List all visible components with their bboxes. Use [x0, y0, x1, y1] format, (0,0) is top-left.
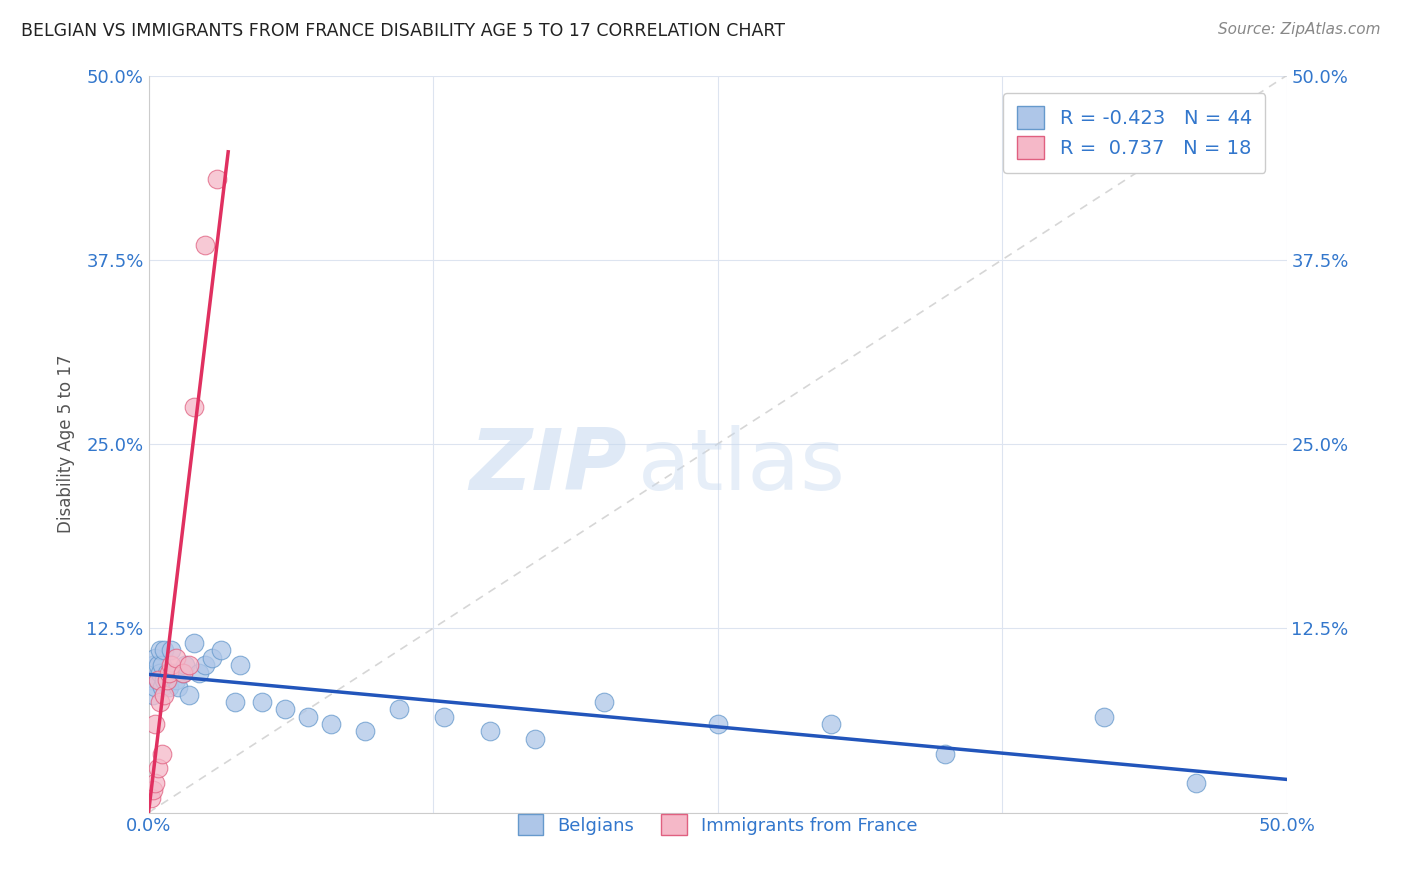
Point [174, 658, 197, 673]
Point [209, 643, 232, 657]
Point [1094, 710, 1116, 724]
Point [139, 673, 162, 687]
Point [820, 717, 842, 731]
Point [160, 658, 183, 673]
Point [165, 673, 187, 687]
Point [153, 688, 176, 702]
Point [201, 650, 224, 665]
Point [353, 724, 375, 739]
Point [146, 761, 169, 775]
Point [162, 665, 184, 680]
Point [433, 710, 456, 724]
Point [153, 643, 176, 657]
Legend: Belgians, Immigrants from France: Belgians, Immigrants from France [509, 805, 927, 844]
Point [172, 665, 194, 680]
Point [228, 658, 250, 673]
Point [149, 695, 172, 709]
Point [274, 702, 297, 716]
Point [149, 643, 172, 657]
Point [146, 673, 169, 687]
Point [194, 658, 217, 673]
Point [194, 238, 217, 252]
Point [143, 776, 166, 790]
Point [150, 747, 173, 761]
Point [149, 665, 172, 680]
Point [142, 783, 165, 797]
Point [179, 658, 201, 673]
Point [143, 650, 166, 665]
Point [319, 717, 342, 731]
Point [146, 658, 169, 673]
Point [388, 702, 411, 716]
Point [706, 717, 728, 731]
Point [153, 673, 176, 687]
Point [252, 695, 274, 709]
Point [167, 680, 190, 694]
Point [183, 636, 205, 650]
Point [160, 643, 183, 657]
Point [143, 680, 166, 694]
Point [150, 658, 173, 673]
Point [156, 673, 179, 687]
Text: BELGIAN VS IMMIGRANTS FROM FRANCE DISABILITY AGE 5 TO 17 CORRELATION CHART: BELGIAN VS IMMIGRANTS FROM FRANCE DISABI… [21, 22, 785, 40]
Text: ZIP: ZIP [468, 425, 627, 508]
Point [143, 717, 166, 731]
Point [478, 724, 501, 739]
Point [592, 695, 614, 709]
Point [150, 680, 173, 694]
Point [183, 400, 205, 414]
Point [297, 710, 319, 724]
Y-axis label: Disability Age 5 to 17: Disability Age 5 to 17 [58, 355, 75, 533]
Point [524, 731, 547, 746]
Point [146, 673, 169, 687]
Point [142, 658, 165, 673]
Point [934, 747, 956, 761]
Point [139, 790, 162, 805]
Point [1184, 776, 1206, 790]
Point [179, 688, 201, 702]
Point [165, 650, 187, 665]
Point [187, 665, 209, 680]
Point [157, 665, 180, 680]
Point [142, 688, 165, 702]
Point [205, 171, 228, 186]
Text: Source: ZipAtlas.com: Source: ZipAtlas.com [1218, 22, 1381, 37]
Point [157, 680, 180, 694]
Text: atlas: atlas [638, 425, 846, 508]
Point [224, 695, 246, 709]
Point [156, 665, 179, 680]
Point [172, 665, 194, 680]
